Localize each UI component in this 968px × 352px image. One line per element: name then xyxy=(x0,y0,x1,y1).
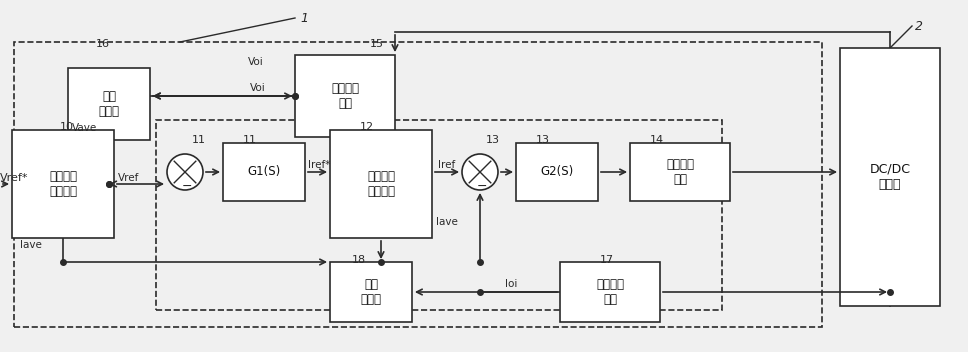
Text: 17: 17 xyxy=(600,255,614,265)
Text: Vref: Vref xyxy=(118,173,139,183)
Text: 第二
滤波器: 第二 滤波器 xyxy=(360,278,381,306)
Text: 第一
滤波器: 第一 滤波器 xyxy=(99,90,119,118)
Text: Iref*: Iref* xyxy=(308,160,330,170)
Bar xyxy=(560,262,660,322)
Bar xyxy=(516,143,598,201)
Text: 限流电压
控制单元: 限流电压 控制单元 xyxy=(49,170,77,198)
Circle shape xyxy=(462,154,498,190)
Text: Iave: Iave xyxy=(436,217,458,227)
Text: 12: 12 xyxy=(360,122,374,132)
Bar xyxy=(630,143,730,201)
Text: −: − xyxy=(477,180,487,193)
Bar xyxy=(330,262,412,322)
Text: DC/DC
主电路: DC/DC 主电路 xyxy=(869,163,911,191)
Bar xyxy=(295,55,395,137)
Text: Vave: Vave xyxy=(72,123,97,133)
Text: 16: 16 xyxy=(96,39,110,49)
Bar xyxy=(223,143,305,201)
Text: 脉宽调制
单元: 脉宽调制 单元 xyxy=(666,158,694,186)
Text: Vref*: Vref* xyxy=(0,173,28,183)
Text: G2(S): G2(S) xyxy=(540,165,574,178)
Text: 14: 14 xyxy=(650,135,664,145)
Text: 电流采样
电路: 电流采样 电路 xyxy=(596,278,624,306)
Text: −: − xyxy=(182,180,193,193)
Bar xyxy=(68,68,150,140)
Text: Voi: Voi xyxy=(250,83,266,93)
Bar xyxy=(156,120,722,310)
Text: Ioi: Ioi xyxy=(505,279,517,289)
Text: Voi: Voi xyxy=(248,57,263,67)
Text: 11: 11 xyxy=(192,135,206,145)
Text: 13: 13 xyxy=(486,135,500,145)
Text: 2: 2 xyxy=(915,19,923,32)
Circle shape xyxy=(167,154,203,190)
Text: 限流电流
控制单元: 限流电流 控制单元 xyxy=(367,170,395,198)
Text: G1(S): G1(S) xyxy=(248,165,281,178)
Bar xyxy=(840,48,940,306)
Bar xyxy=(12,130,114,238)
Text: Iref: Iref xyxy=(438,160,455,170)
Text: 18: 18 xyxy=(352,255,366,265)
Text: 1: 1 xyxy=(300,12,308,25)
Text: 13: 13 xyxy=(536,135,550,145)
Text: 11: 11 xyxy=(243,135,257,145)
Bar xyxy=(330,130,432,238)
Text: 10: 10 xyxy=(60,122,74,132)
Bar xyxy=(14,42,822,327)
Text: Iave: Iave xyxy=(20,240,42,250)
Text: 15: 15 xyxy=(370,39,384,49)
Text: 电压采样
电路: 电压采样 电路 xyxy=(331,82,359,110)
